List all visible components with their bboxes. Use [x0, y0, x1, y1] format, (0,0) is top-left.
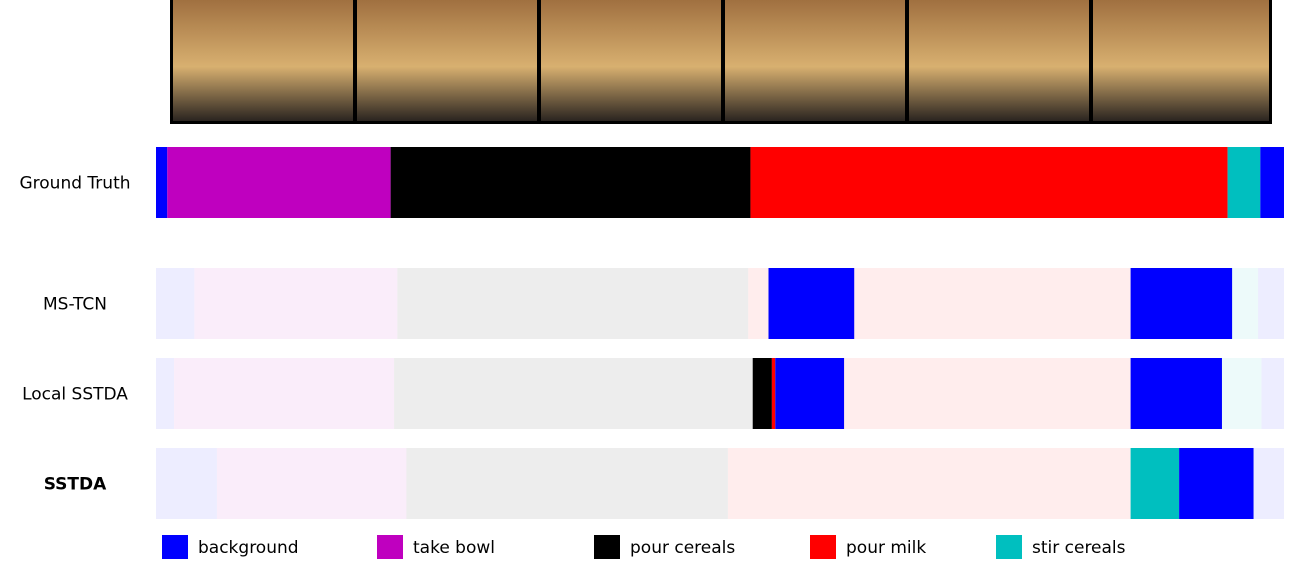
- segment: [156, 448, 217, 519]
- segment: [1130, 268, 1233, 339]
- row-label: Ground Truth: [19, 174, 130, 194]
- legend-label: take bowl: [413, 538, 495, 558]
- segment: [156, 147, 168, 218]
- segment: [750, 147, 1228, 218]
- legend-label: pour milk: [846, 538, 926, 558]
- segment: [156, 268, 195, 339]
- frame: [357, 0, 537, 121]
- segment: [397, 268, 749, 339]
- segment: [1258, 268, 1284, 339]
- segment: [1253, 448, 1284, 519]
- frame: [541, 0, 721, 121]
- segment: [1130, 358, 1222, 429]
- segment: [748, 268, 769, 339]
- segment: [1221, 358, 1262, 429]
- segment: [771, 358, 776, 429]
- legend-swatch: [996, 535, 1022, 559]
- legend-swatch: [162, 535, 188, 559]
- segment: [1179, 448, 1254, 519]
- frame: [1093, 0, 1269, 121]
- segment: [194, 268, 398, 339]
- legend-label: stir cereals: [1032, 538, 1126, 558]
- segment: [390, 147, 751, 218]
- legend-label: pour cereals: [630, 538, 735, 558]
- frame: [725, 0, 905, 121]
- row-label: MS-TCN: [43, 295, 107, 315]
- segment: [167, 147, 391, 218]
- segment: [394, 358, 753, 429]
- legend-swatch: [594, 535, 620, 559]
- segment: [768, 268, 855, 339]
- segment: [216, 448, 407, 519]
- segment: [752, 358, 772, 429]
- segment: [1232, 268, 1259, 339]
- frame: [173, 0, 353, 121]
- segment: [1261, 358, 1284, 429]
- segment: [156, 358, 175, 429]
- segment: [854, 268, 1131, 339]
- segment: [1260, 147, 1284, 218]
- legend-swatch: [377, 535, 403, 559]
- legend-swatch: [810, 535, 836, 559]
- segment: [727, 448, 1131, 519]
- segment: [1227, 147, 1261, 218]
- segment: [174, 358, 395, 429]
- segment: [406, 448, 728, 519]
- segment: [1130, 448, 1180, 519]
- segment: [844, 358, 1131, 429]
- segment: [775, 358, 845, 429]
- row-label: SSTDA: [44, 475, 107, 495]
- row-label: Local SSTDA: [22, 385, 128, 405]
- frame: [909, 0, 1089, 121]
- video-frames: [170, 0, 1272, 124]
- legend-label: background: [198, 538, 299, 558]
